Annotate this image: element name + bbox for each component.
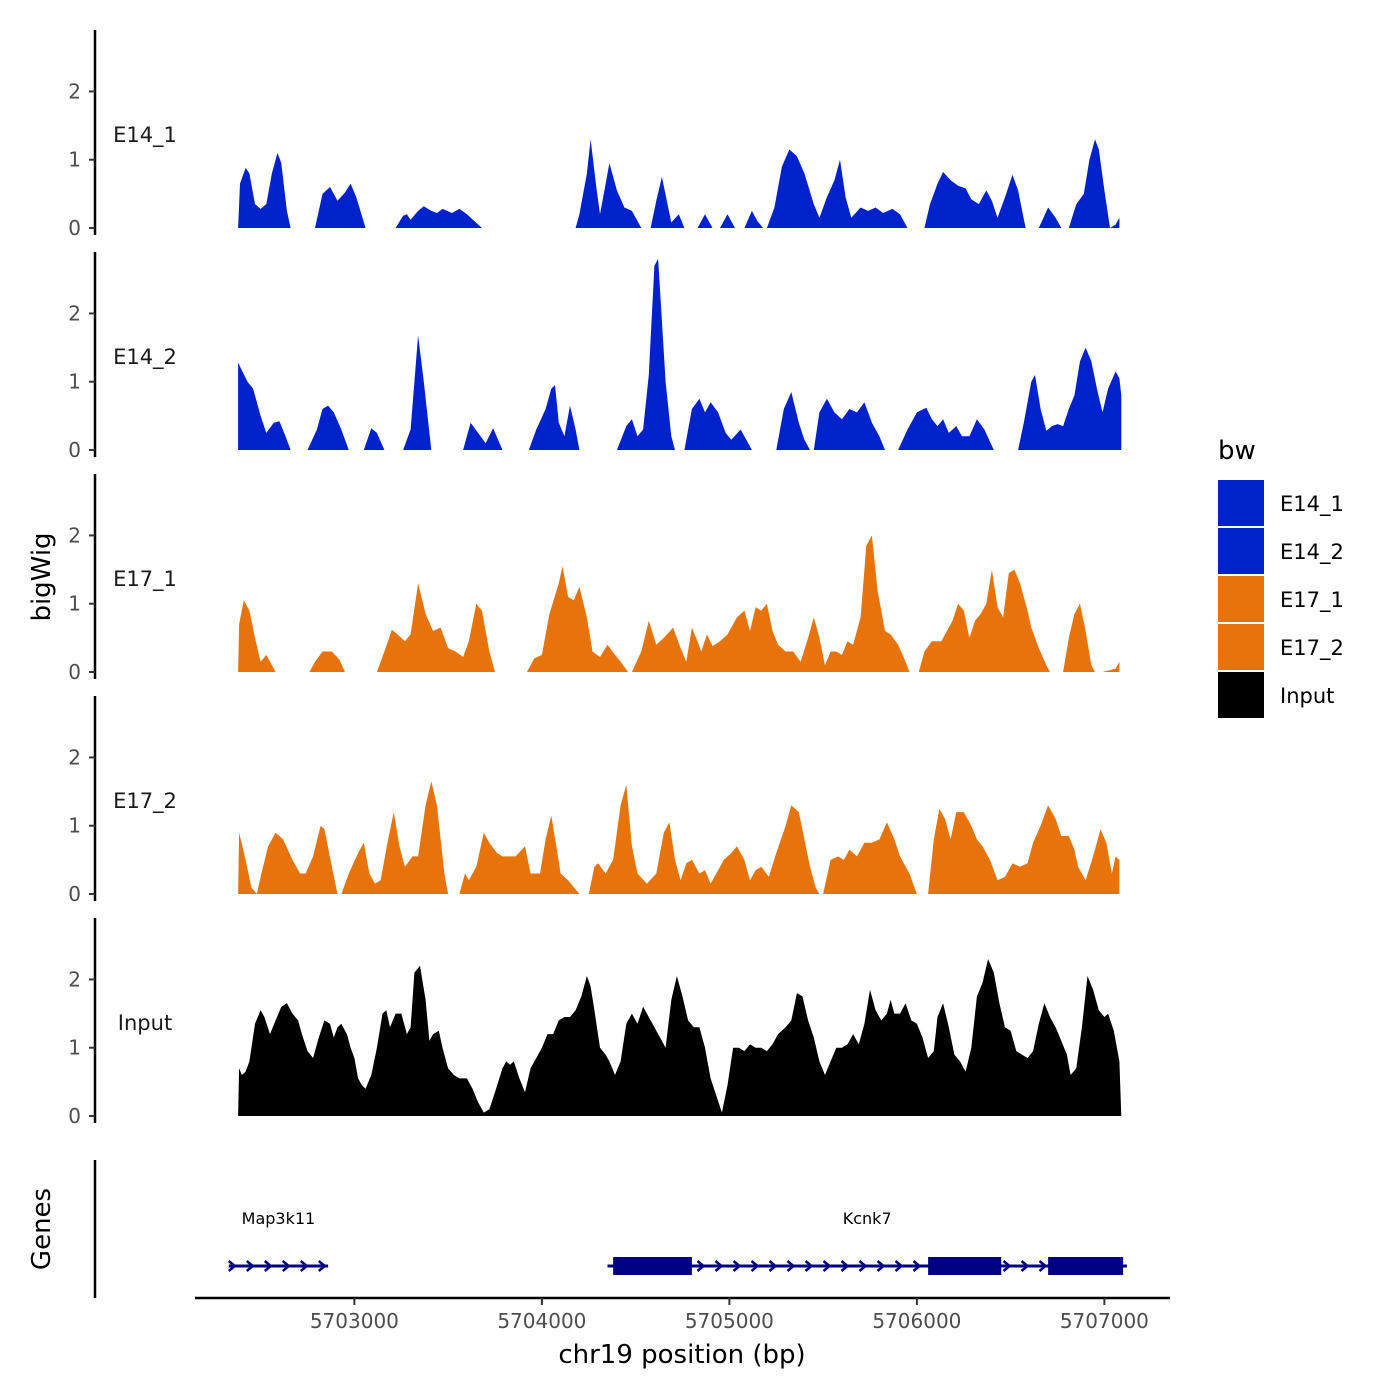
strand-arrow-kcnk7-7 <box>822 1260 832 1272</box>
legend-swatch-e14-1 <box>1218 480 1264 526</box>
legend-label-e14-1: E14_1 <box>1280 492 1344 517</box>
legend-title: bw <box>1218 436 1256 466</box>
strand-arrow-map3k11-3 <box>281 1260 291 1272</box>
coverage-area-e14-2 <box>238 258 1122 450</box>
x-tick-label-0: 5703000 <box>310 1309 399 1333</box>
panel-e14-2: 0 1 2 E14_2 <box>68 252 1122 462</box>
strand-arrow-kcnk7-11 <box>894 1260 904 1272</box>
gene-map3k11: Map3k11 <box>227 1209 329 1272</box>
gene-label-kcnk7: Kcnk7 <box>843 1209 892 1228</box>
y-tick-label-e17-2-2: 2 <box>68 745 81 769</box>
coverage-area-e17-1 <box>238 535 1120 672</box>
legend-label-input: Input <box>1280 684 1334 708</box>
strand-arrow-kcnk7-2 <box>732 1260 742 1272</box>
strand-arrow-map3k11-2 <box>263 1260 273 1272</box>
strand-arrow-kcnk7-9 <box>858 1260 868 1272</box>
track-label-e17-1: E17_1 <box>113 567 177 592</box>
strand-arrow-kcnk7-15 <box>1038 1260 1048 1272</box>
x-tick-label-3: 5706000 <box>872 1309 961 1333</box>
x-tick-label-4: 5707000 <box>1060 1309 1149 1333</box>
y-axis-title: bigWig <box>27 532 57 621</box>
legend-label-e17-1: E17_1 <box>1280 588 1344 613</box>
y-tick-label-input-1: 1 <box>68 1036 81 1060</box>
strand-arrow-map3k11-0 <box>227 1260 237 1272</box>
x-tick-label-1: 5704000 <box>497 1309 586 1333</box>
y-tick-label-e14-1-2: 2 <box>68 79 81 103</box>
y-tick-label-e14-2-0: 0 <box>68 438 81 462</box>
strand-arrow-kcnk7-0 <box>696 1260 706 1272</box>
strand-arrow-map3k11-1 <box>245 1260 255 1272</box>
strand-arrow-kcnk7-4 <box>768 1260 778 1272</box>
x-axis: 5703000 5704000 5705000 5706000 5707000 <box>195 1296 1170 1333</box>
x-axis-title: chr19 position (bp) <box>558 1340 805 1370</box>
panel-e17-1: 0 1 2 E17_1 <box>68 474 1120 684</box>
y-tick-label-e17-2-1: 1 <box>68 814 81 838</box>
y-tick-label-e17-1-1: 1 <box>68 592 81 616</box>
strand-arrow-kcnk7-3 <box>750 1260 760 1272</box>
gene-track-title: Genes <box>27 1188 57 1270</box>
panel-input: 0 1 2 Input <box>68 918 1122 1128</box>
strand-arrow-kcnk7-14 <box>1020 1260 1030 1272</box>
coverage-panels: 0 1 2 E14_1 0 1 2 E14_2 0 1 2 E17_1 0 1 2 E17_2 0 1 2 Input <box>68 30 1122 1128</box>
strand-arrow-kcnk7-1 <box>714 1260 724 1272</box>
legend-label-e17-2: E17_2 <box>1280 636 1344 661</box>
y-tick-label-e14-2-1: 1 <box>68 370 81 394</box>
track-label-input: Input <box>118 1011 172 1035</box>
track-label-e14-2: E14_2 <box>113 345 177 370</box>
x-tick-label-2: 5705000 <box>685 1309 774 1333</box>
gene-kcnk7: Kcnk7 <box>607 1209 1127 1275</box>
y-tick-label-e17-2-0: 0 <box>68 882 81 906</box>
strand-arrow-kcnk7-5 <box>786 1260 796 1272</box>
legend-swatch-e17-1 <box>1218 576 1264 622</box>
track-label-e17-2: E17_2 <box>113 789 177 814</box>
strand-arrow-map3k11-5 <box>317 1260 327 1272</box>
y-tick-label-e17-1-2: 2 <box>68 523 81 547</box>
strand-arrow-kcnk7-8 <box>840 1260 850 1272</box>
legend-swatch-e17-2 <box>1218 624 1264 670</box>
legend: E14_1 E14_2 E17_1 E17_2 Input <box>1218 480 1344 718</box>
track-label-e14-1: E14_1 <box>113 123 177 148</box>
strand-arrow-kcnk7-6 <box>804 1260 814 1272</box>
strand-arrow-kcnk7-13 <box>1002 1260 1012 1272</box>
y-tick-label-input-0: 0 <box>68 1104 81 1128</box>
y-tick-label-e14-1-0: 0 <box>68 216 81 240</box>
y-tick-label-e14-2-2: 2 <box>68 301 81 325</box>
coverage-area-e14-1 <box>238 139 1120 228</box>
gene-track-panel: Map3k11 Kcnk7 <box>93 1160 1127 1298</box>
y-tick-label-input-2: 2 <box>68 967 81 991</box>
y-tick-label-e14-1-1: 1 <box>68 148 81 172</box>
gene-label-map3k11: Map3k11 <box>242 1209 316 1228</box>
strand-arrow-map3k11-4 <box>299 1260 309 1272</box>
panel-e17-2: 0 1 2 E17_2 <box>68 696 1120 906</box>
exon-kcnk7-0 <box>613 1257 692 1275</box>
exon-kcnk7-2 <box>1048 1257 1124 1275</box>
panel-e14-1: 0 1 2 E14_1 <box>68 30 1120 240</box>
y-tick-label-e17-1-0: 0 <box>68 660 81 684</box>
exon-kcnk7-1 <box>928 1257 1002 1275</box>
strand-arrow-kcnk7-10 <box>876 1260 886 1272</box>
legend-label-e14-2: E14_2 <box>1280 540 1344 565</box>
legend-swatch-e14-2 <box>1218 528 1264 574</box>
coverage-area-e17-2 <box>238 781 1120 894</box>
coverage-area-input <box>238 959 1122 1116</box>
legend-swatch-input <box>1218 672 1264 718</box>
strand-arrow-kcnk7-12 <box>912 1260 922 1272</box>
